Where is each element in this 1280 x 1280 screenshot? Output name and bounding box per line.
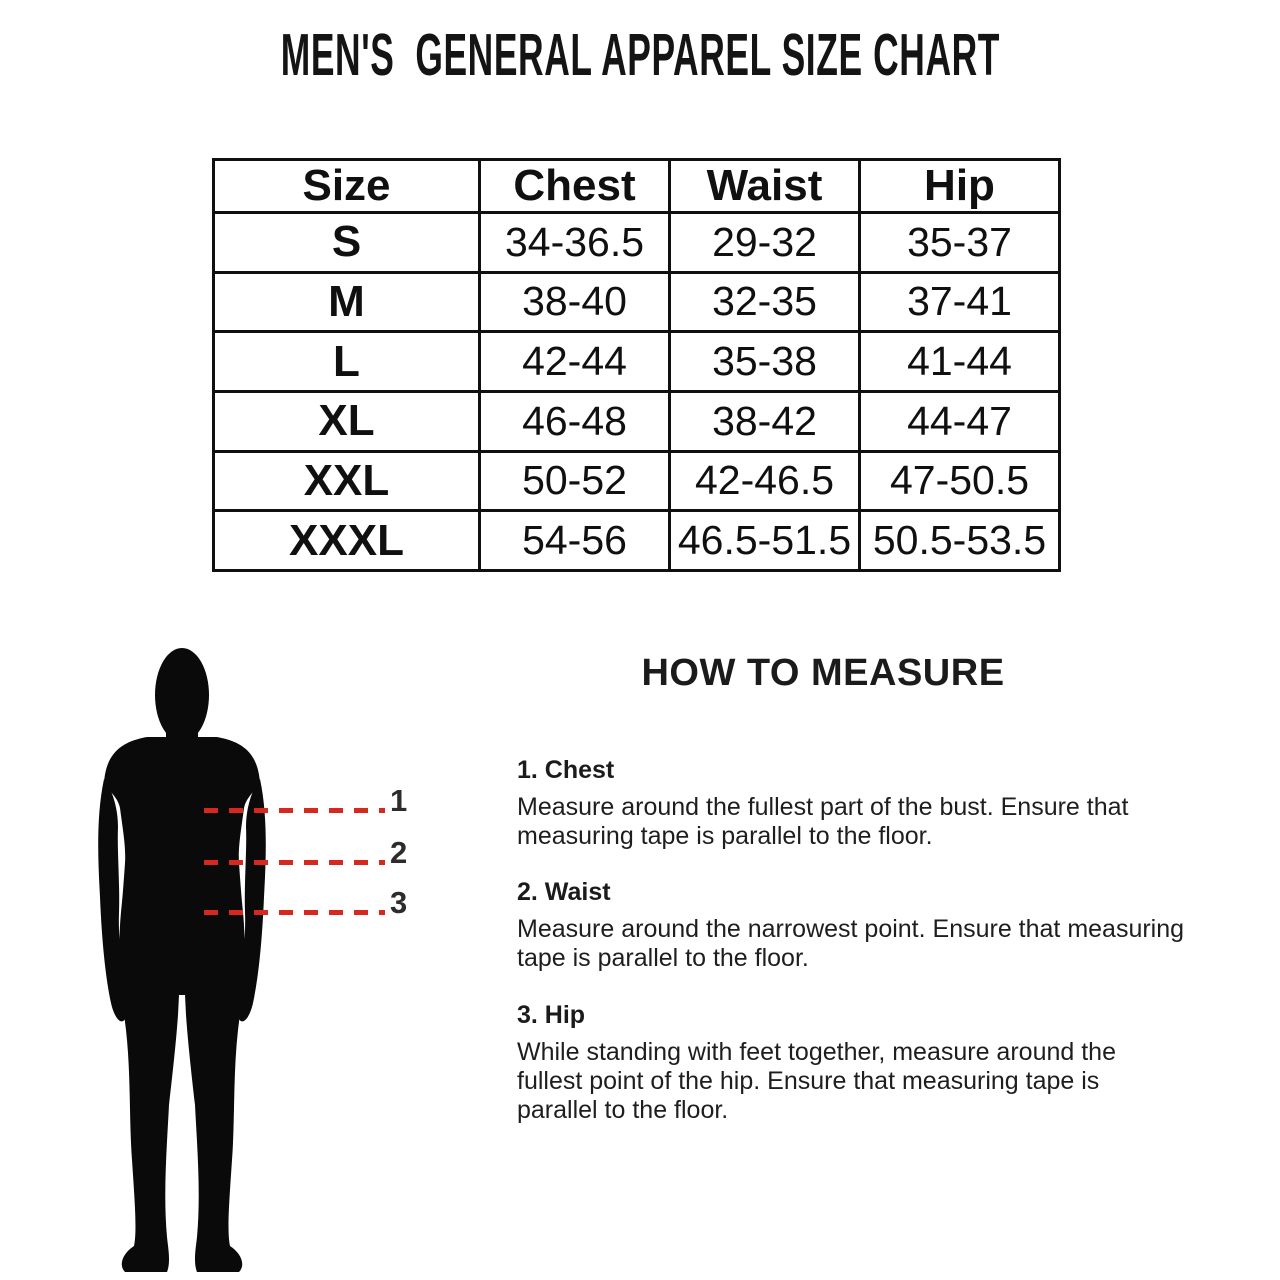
cell-size: M [212, 270, 481, 334]
size-table: Size Chest Waist Hip S 34-36.5 29-32 35-… [212, 158, 1061, 572]
section-chest: 1. Chest Measure around the fullest part… [517, 755, 1207, 851]
page-title: MEN'S GENERAL APPAREL SIZE CHART [0, 26, 1280, 85]
table-row-xl: XL 46-48 38-42 44-47 [212, 389, 1061, 453]
cell-waist: 29-32 [668, 211, 861, 274]
cell-chest: 42-44 [478, 330, 671, 393]
section-waist-line: tape is parallel to the floor. [517, 944, 809, 972]
cell-size: XXXL [212, 509, 481, 572]
cell-chest: 38-40 [478, 270, 671, 334]
cell-size: XL [212, 389, 481, 453]
header-cell-chest: Chest [478, 158, 671, 214]
table-row-m: M 38-40 32-35 37-41 [212, 270, 1061, 334]
chest-line-number: 1 [390, 783, 408, 818]
cell-size: S [212, 211, 481, 274]
silhouette-shape [98, 648, 266, 1272]
hip-line-number: 3 [390, 885, 408, 920]
cell-size: L [212, 330, 481, 393]
cell-chest: 50-52 [478, 449, 671, 513]
cell-hip: 47-50.5 [858, 449, 1061, 513]
waist-line-number: 2 [390, 835, 408, 870]
silhouette-left-arm [98, 779, 127, 1022]
section-hip-line: While standing with feet together, measu… [517, 1038, 1116, 1066]
table-row-s: S 34-36.5 29-32 35-37 [212, 211, 1061, 274]
section-hip-heading: 3. Hip [517, 1001, 586, 1029]
header-cell-size: Size [212, 158, 481, 214]
cell-chest: 46-48 [478, 389, 671, 453]
table-row-xxl: XXL 50-52 42-46.5 47-50.5 [212, 449, 1061, 513]
how-to-measure-title: HOW TO MEASURE [641, 652, 1005, 694]
header-cell-waist: Waist [668, 158, 861, 214]
cell-chest: 54-56 [478, 509, 671, 572]
section-waist: 2. Waist Measure around the narrowest po… [517, 877, 1207, 973]
cell-waist: 42-46.5 [668, 449, 861, 513]
header-cell-hip: Hip [858, 158, 1061, 214]
cell-waist: 32-35 [668, 270, 861, 334]
page-title-text: MEN'S GENERAL APPAREL SIZE CHART [280, 22, 1000, 88]
silhouette-right-arm [237, 779, 266, 1022]
cell-hip: 44-47 [858, 389, 1061, 453]
section-chest-line: Measure around the fullest part of the b… [517, 793, 1129, 821]
cell-hip: 50.5-53.5 [858, 509, 1061, 572]
table-header-row: Size Chest Waist Hip [212, 158, 1061, 214]
cell-size: XXL [212, 449, 481, 513]
section-waist-line: Measure around the narrowest point. Ensu… [517, 915, 1185, 943]
section-waist-heading: 2. Waist [517, 878, 611, 906]
chest-measure-line [204, 808, 385, 813]
silhouette-torso-legs [104, 737, 260, 1272]
waist-measure-line [204, 860, 385, 865]
cell-waist: 46.5-51.5 [668, 509, 861, 572]
section-chest-line: measuring tape is parallel to the floor. [517, 822, 933, 850]
table-row-xxxl: XXXL 54-56 46.5-51.5 50.5-53.5 [212, 509, 1061, 572]
section-hip: 3. Hip While standing with feet together… [517, 1000, 1207, 1125]
cell-hip: 35-37 [858, 211, 1061, 274]
section-hip-line: fullest point of the hip. Ensure that me… [517, 1067, 1100, 1095]
body-silhouette [98, 648, 266, 1272]
cell-waist: 38-42 [668, 389, 861, 453]
cell-waist: 35-38 [668, 330, 861, 393]
table-row-l: L 42-44 35-38 41-44 [212, 330, 1061, 393]
hip-measure-line [204, 910, 385, 915]
cell-hip: 41-44 [858, 330, 1061, 393]
cell-hip: 37-41 [858, 270, 1061, 334]
section-chest-heading: 1. Chest [517, 756, 615, 784]
section-hip-line: parallel to the floor. [517, 1096, 729, 1124]
cell-chest: 34-36.5 [478, 211, 671, 274]
